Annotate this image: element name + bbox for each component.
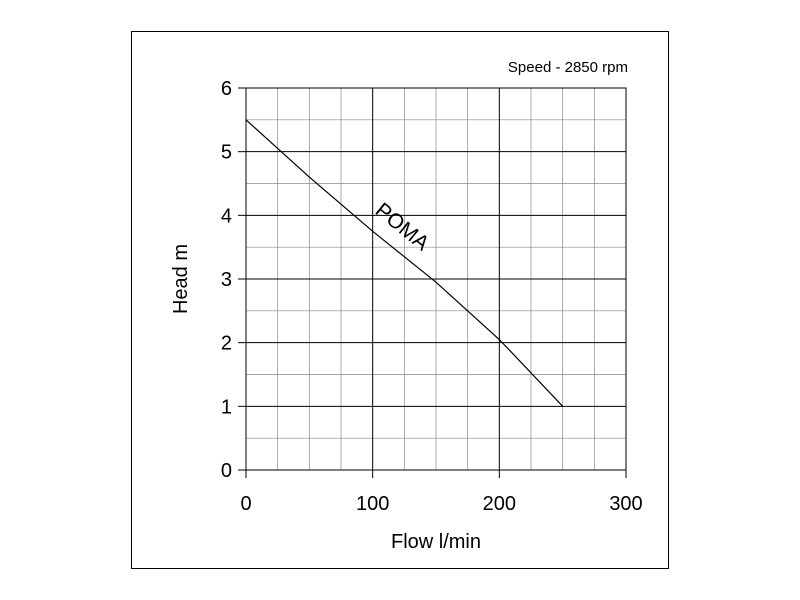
series-label-poma: POMA (371, 199, 434, 256)
y-tick-label: 3 (221, 269, 232, 291)
y-tick-label: 6 (221, 78, 232, 100)
y-tick-label: 5 (221, 142, 232, 164)
x-tick-label: 300 (609, 493, 642, 515)
x-tick-labels: 0 100 200 300 (240, 470, 643, 515)
speed-annotation: Speed - 2850 rpm (508, 59, 628, 76)
y-axis-label: Head m (170, 244, 192, 314)
x-tick-label: 0 (240, 493, 251, 515)
x-tick-label: 200 (483, 493, 516, 515)
y-tick-labels: 0 1 2 3 4 5 6 (221, 78, 246, 482)
x-tick-label: 100 (356, 493, 389, 515)
y-tick-label: 4 (221, 205, 232, 227)
y-tick-label: 2 (221, 333, 232, 355)
series-line-poma (245, 119, 564, 407)
major-grid (246, 88, 626, 470)
x-axis-label: Flow l/min (391, 531, 481, 553)
y-tick-label: 0 (221, 460, 232, 482)
chart-frame (131, 31, 669, 569)
y-tick-label: 1 (221, 396, 232, 418)
series-lines (245, 119, 564, 407)
